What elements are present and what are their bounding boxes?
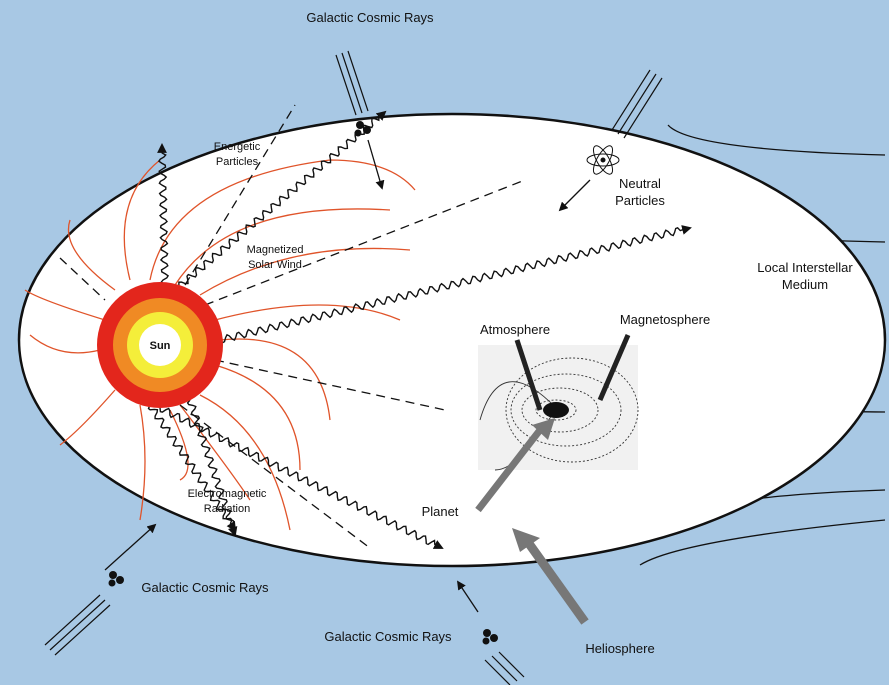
label-line: Magnetized <box>247 244 304 256</box>
wavy-arrow <box>157 143 170 291</box>
wavy-arrow <box>186 399 238 537</box>
label-line: Sun <box>150 340 171 352</box>
wavy-arrow <box>147 404 237 532</box>
label-line: Magnetosphere <box>620 312 710 327</box>
wavy-arrow <box>219 225 692 344</box>
label-line: Atmosphere <box>480 322 550 337</box>
field-lines <box>24 159 416 531</box>
label-line: Particles <box>615 193 665 208</box>
label: Atmosphere <box>480 322 550 337</box>
heliosphere <box>17 112 887 568</box>
label-line: Energetic <box>214 141 261 153</box>
label-line: Neutral <box>619 176 661 191</box>
sun <box>97 282 223 408</box>
label-line: Galactic Cosmic Rays <box>324 629 452 644</box>
label: Energetic Particles <box>214 141 261 168</box>
label-line: Electromagnetic <box>188 488 267 500</box>
label-line: Galactic Cosmic Rays <box>141 580 269 595</box>
wavy-arrow <box>159 407 444 549</box>
label: Galactic Cosmic Rays <box>306 10 434 25</box>
label-line: Medium <box>782 277 828 292</box>
label: Galactic Cosmic Rays <box>141 580 269 595</box>
straight-arrows <box>104 139 591 613</box>
cosmic-ray-particles <box>108 121 498 645</box>
pointer-arrows <box>475 334 631 625</box>
dashed-lines <box>59 104 526 549</box>
label: Sun <box>150 340 171 352</box>
label: Magnetized Solar Wind <box>247 244 304 271</box>
label: Planet <box>422 504 459 519</box>
label: Local Interstellar Medium <box>757 260 853 292</box>
wavy-arrow <box>174 110 387 292</box>
label: Magnetosphere <box>620 312 710 327</box>
label-line: Solar Wind <box>248 259 302 271</box>
wavy-arrows <box>147 110 692 549</box>
label-line: Planet <box>422 504 459 519</box>
ray-streaks <box>44 50 663 685</box>
label-line: Radiation <box>204 503 250 515</box>
label-line: Local Interstellar <box>757 260 853 275</box>
label-line: Heliosphere <box>585 641 654 656</box>
atom-icon <box>586 145 620 175</box>
label: Heliosphere <box>585 641 654 656</box>
label-line: Galactic Cosmic Rays <box>306 10 434 25</box>
label: Neutral Particles <box>615 176 665 208</box>
label: Electromagnetic Radiation <box>188 488 267 515</box>
label-line: Particles <box>216 156 259 168</box>
label: Galactic Cosmic Rays <box>324 629 452 644</box>
planet-magnetosphere <box>478 345 639 471</box>
